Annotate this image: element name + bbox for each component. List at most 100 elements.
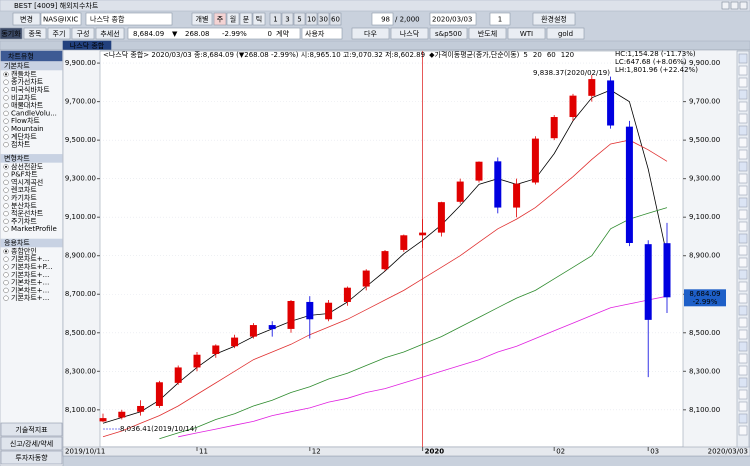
window-button[interactable] bbox=[739, 1, 748, 10]
period-button[interactable] bbox=[252, 12, 266, 26]
shortcut-button[interactable] bbox=[507, 27, 546, 40]
tool-icon[interactable] bbox=[738, 257, 748, 268]
interval-button[interactable] bbox=[281, 12, 294, 26]
tool-icon[interactable] bbox=[738, 425, 748, 436]
tool-icon[interactable] bbox=[738, 173, 748, 184]
radio[interactable] bbox=[3, 179, 9, 186]
interval-button[interactable] bbox=[329, 12, 342, 26]
interval-button[interactable] bbox=[269, 12, 282, 26]
interval-button[interactable] bbox=[317, 12, 330, 26]
tool-icon[interactable] bbox=[738, 185, 748, 196]
code-input[interactable] bbox=[40, 12, 82, 26]
tool-icon[interactable] bbox=[738, 389, 748, 400]
window-button[interactable] bbox=[721, 1, 730, 10]
x-end-label: 2020/03/03 bbox=[708, 448, 748, 456]
period-button[interactable] bbox=[239, 12, 253, 26]
tool-icon[interactable] bbox=[738, 305, 748, 316]
tool-icon[interactable] bbox=[738, 113, 748, 124]
radio[interactable] bbox=[3, 95, 9, 101]
moving-average bbox=[178, 295, 668, 438]
tool-icon[interactable] bbox=[738, 317, 748, 328]
radio[interactable] bbox=[3, 141, 9, 148]
tool-icon[interactable] bbox=[738, 209, 748, 220]
radio[interactable] bbox=[3, 110, 9, 117]
change-button[interactable] bbox=[12, 12, 41, 26]
interval-button[interactable] bbox=[293, 12, 306, 26]
date-input[interactable] bbox=[429, 12, 477, 26]
radio[interactable] bbox=[3, 287, 9, 294]
tool-button[interactable] bbox=[47, 27, 71, 40]
tool-icon[interactable] bbox=[738, 413, 748, 424]
settings-button[interactable] bbox=[532, 12, 576, 26]
radio[interactable] bbox=[3, 134, 9, 140]
radio[interactable] bbox=[3, 126, 9, 132]
tool-icon[interactable] bbox=[738, 125, 748, 136]
tool-icon[interactable] bbox=[738, 77, 748, 88]
radio[interactable] bbox=[3, 203, 9, 209]
tool-icon[interactable] bbox=[738, 365, 748, 376]
tool-button[interactable] bbox=[71, 27, 95, 40]
tool-icon[interactable] bbox=[738, 245, 748, 256]
tool-button[interactable] bbox=[95, 27, 125, 40]
window-button[interactable] bbox=[730, 1, 739, 10]
period-button[interactable] bbox=[213, 12, 227, 26]
tool-icon[interactable] bbox=[738, 341, 748, 352]
tool-button[interactable] bbox=[0, 27, 23, 40]
user-select[interactable] bbox=[301, 27, 343, 40]
sidebar-bottom-button[interactable] bbox=[0, 422, 63, 437]
radio[interactable] bbox=[3, 118, 9, 124]
mode-button[interactable] bbox=[191, 12, 213, 26]
radio[interactable] bbox=[3, 102, 9, 109]
tool-icon[interactable] bbox=[738, 233, 748, 244]
y2-tick-label: 9,700.00 bbox=[689, 98, 720, 106]
tool-icon[interactable] bbox=[738, 293, 748, 304]
interval-button[interactable] bbox=[305, 12, 318, 26]
radio[interactable] bbox=[3, 210, 9, 217]
shortcut-button[interactable] bbox=[390, 27, 429, 40]
tool-icon[interactable] bbox=[738, 53, 748, 64]
radio[interactable] bbox=[3, 295, 9, 301]
tool-icon[interactable] bbox=[738, 161, 748, 172]
sidebar-item: 종합만인 bbox=[11, 246, 37, 255]
tool-icon[interactable] bbox=[738, 89, 748, 100]
plot-area bbox=[99, 50, 684, 448]
shortcut-button[interactable] bbox=[429, 27, 468, 40]
tool-icon[interactable] bbox=[738, 353, 748, 364]
interval-button-label: 10 bbox=[307, 16, 316, 24]
tool-icon[interactable] bbox=[738, 101, 748, 112]
tool-icon[interactable] bbox=[738, 221, 748, 232]
radio[interactable] bbox=[3, 218, 9, 225]
radio[interactable] bbox=[3, 171, 9, 178]
radio[interactable] bbox=[3, 264, 9, 270]
tool-icon[interactable] bbox=[738, 401, 748, 412]
chart-header: <나스닥 종합> 2020/03/03 종:8,684.09 (▼268.08 … bbox=[103, 50, 425, 59]
radio[interactable] bbox=[3, 272, 9, 278]
name-input[interactable] bbox=[85, 12, 173, 26]
tool-icon[interactable] bbox=[738, 149, 748, 160]
radio[interactable] bbox=[3, 79, 9, 85]
radio[interactable] bbox=[3, 279, 9, 286]
tool-icon[interactable] bbox=[738, 269, 748, 280]
sidebar-bottom-button-label: 기술적지표 bbox=[15, 425, 48, 434]
shortcut-button[interactable] bbox=[351, 27, 390, 40]
sidebar-bottom-button[interactable] bbox=[0, 450, 63, 465]
radio[interactable] bbox=[3, 226, 9, 232]
tool-icon[interactable] bbox=[738, 329, 748, 340]
tool-icon[interactable] bbox=[738, 65, 748, 76]
tool-icon[interactable] bbox=[738, 281, 748, 292]
tool-icon[interactable] bbox=[738, 197, 748, 208]
tool-button[interactable] bbox=[23, 27, 47, 40]
radio[interactable] bbox=[3, 187, 9, 193]
shortcut-button[interactable] bbox=[468, 27, 507, 40]
sidebar-bottom-button[interactable] bbox=[0, 436, 63, 451]
radio[interactable] bbox=[3, 195, 9, 201]
shortcut-button-label: 나스닥 bbox=[400, 29, 420, 38]
period-button[interactable] bbox=[226, 12, 240, 26]
unit-input[interactable] bbox=[489, 12, 511, 26]
radio[interactable] bbox=[3, 256, 9, 262]
radio[interactable] bbox=[3, 87, 9, 93]
shortcut-button[interactable] bbox=[546, 27, 585, 40]
count-input[interactable] bbox=[371, 12, 394, 26]
tool-icon[interactable] bbox=[738, 377, 748, 388]
tool-icon[interactable] bbox=[738, 137, 748, 148]
